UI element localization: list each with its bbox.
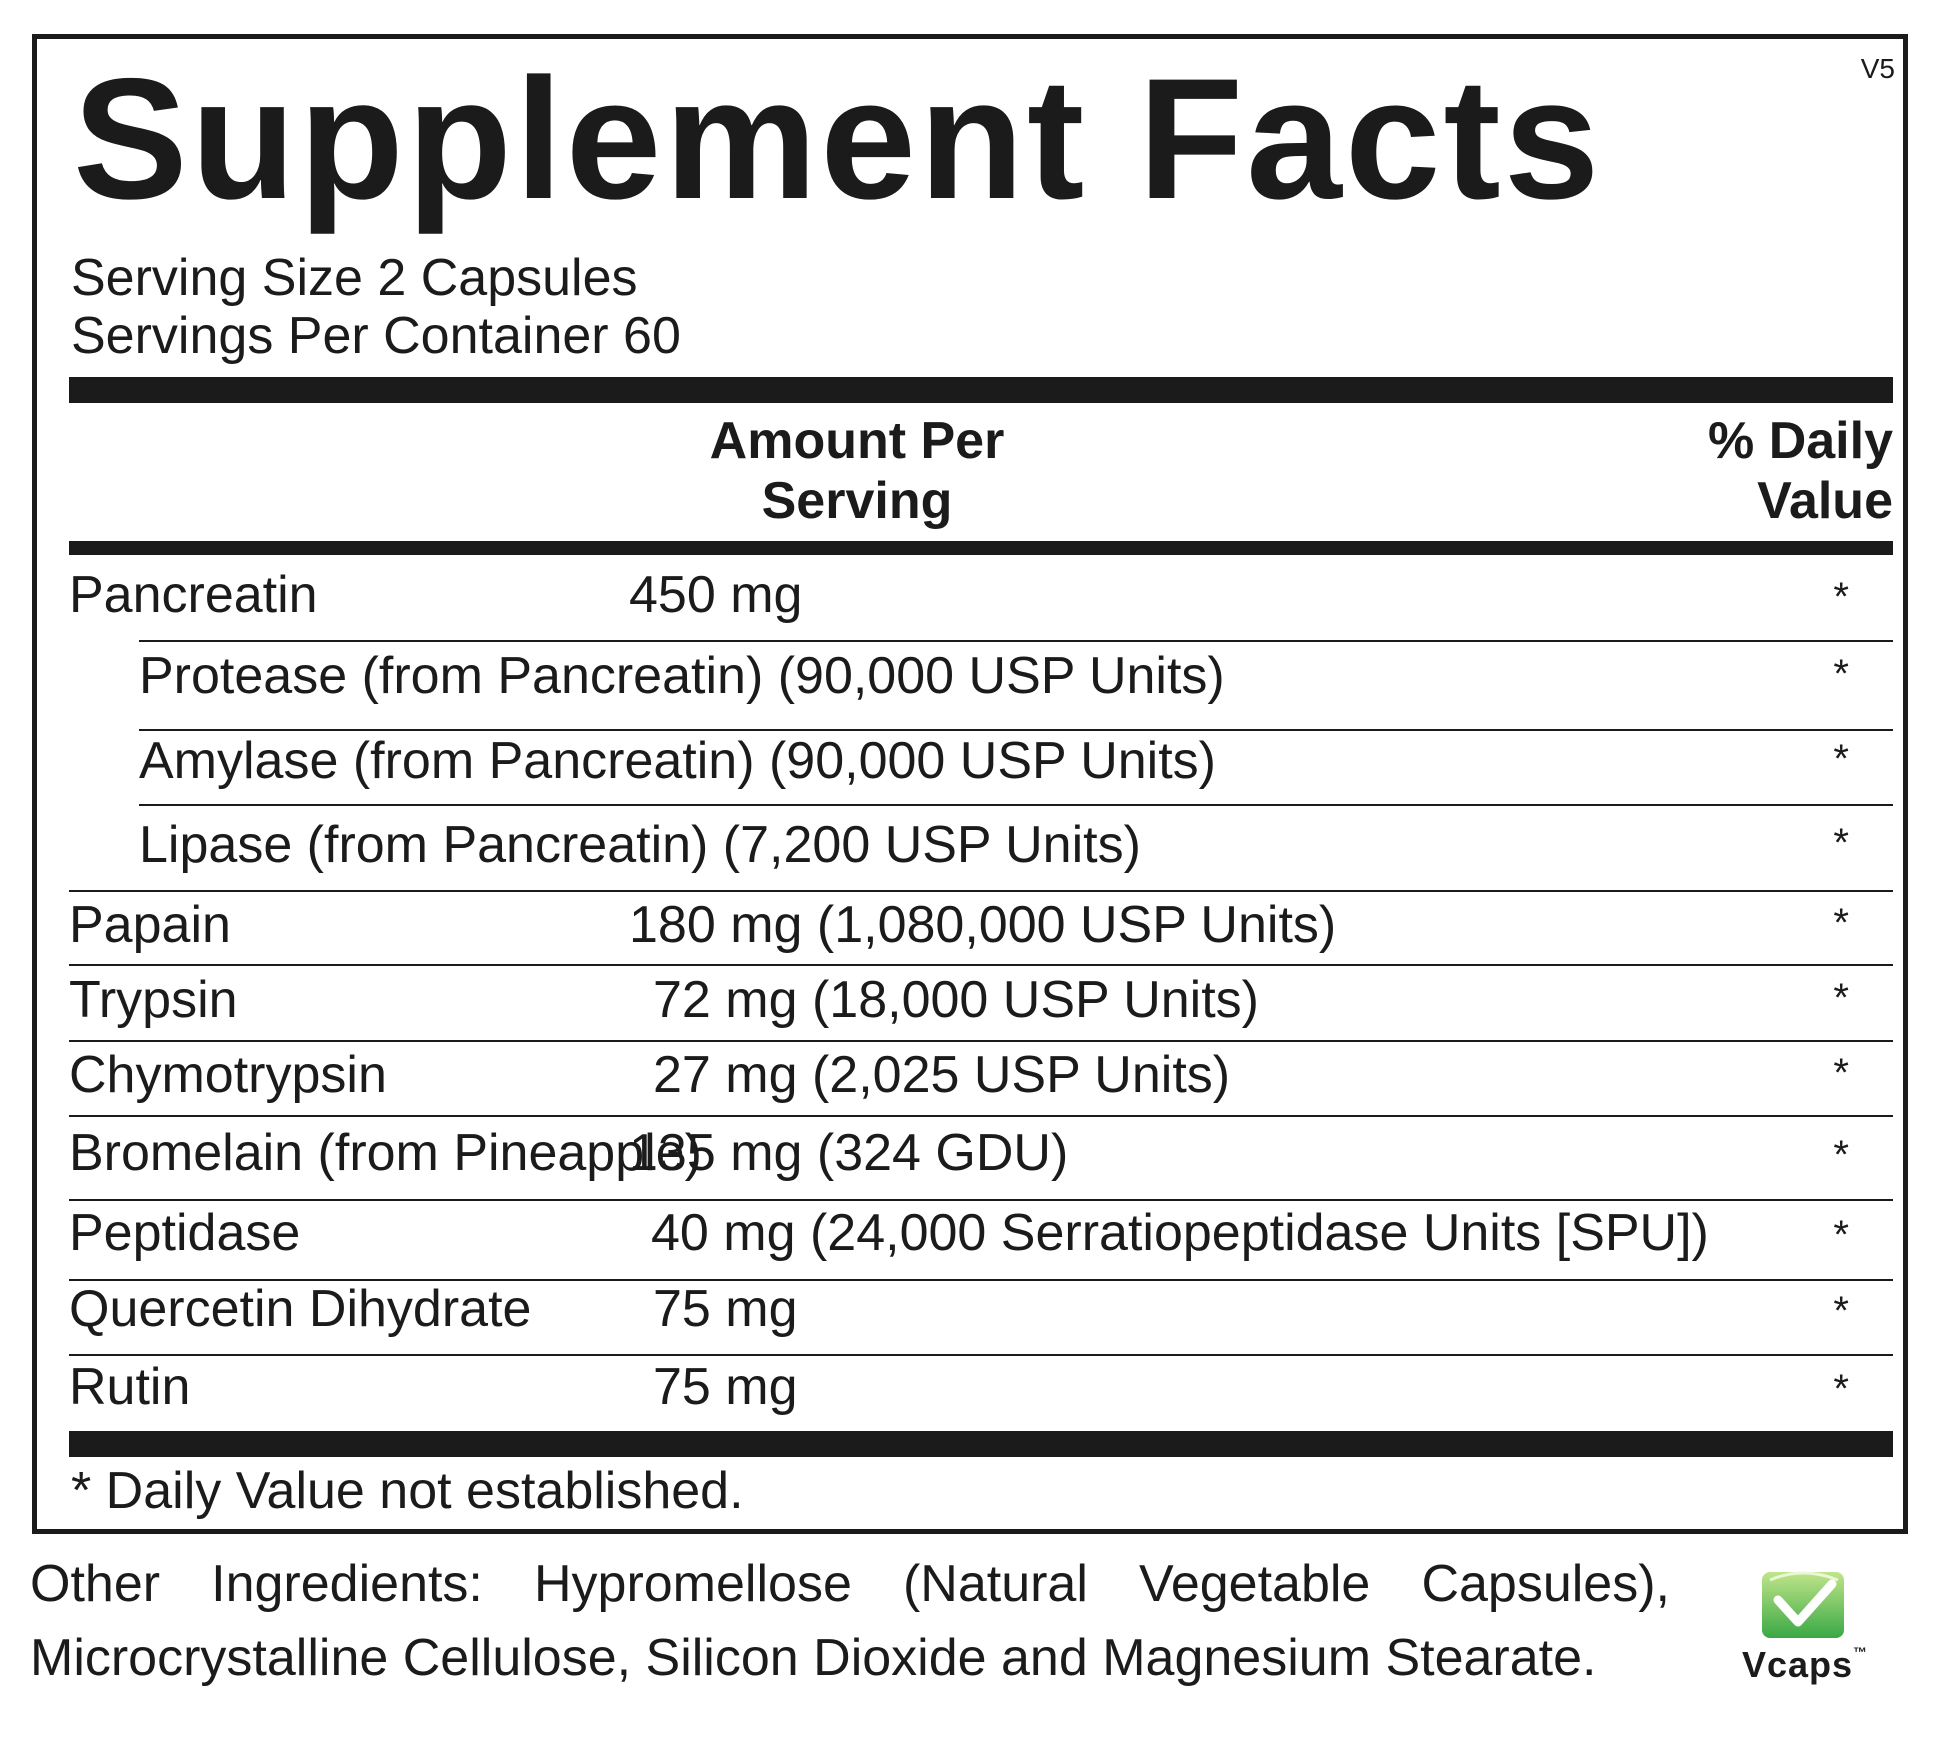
amount-per-serving-header: Amount Per Serving (709, 412, 1005, 530)
ingredient-amount: 40 mg (24,000 Serratiopeptidase Units [S… (651, 1204, 1709, 1262)
other-ingredients: Other Ingredients: Hypromellose (Natural… (30, 1555, 1670, 1687)
ingredient-amount: 180 mg (1,080,000 USP Units) (629, 896, 1337, 954)
daily-value-mark: * (1833, 1051, 1849, 1095)
daily-value-mark: * (1833, 1289, 1849, 1333)
row-divider (69, 964, 1893, 966)
row-divider (69, 1040, 1893, 1042)
ingredient-amount: 75 mg (653, 1280, 798, 1338)
ingredient-name: Papain (69, 896, 231, 954)
ingredient-name: Peptidase (69, 1204, 301, 1262)
ingredient-name: Trypsin (69, 971, 238, 1029)
row-divider (69, 890, 1893, 892)
thick-divider-top (69, 377, 1893, 403)
ingredient-name: Bromelain (from Pineapple) (69, 1124, 702, 1182)
ingredient-amount: 72 mg (18,000 USP Units) (653, 971, 1259, 1029)
daily-value-mark: * (1833, 575, 1849, 619)
daily-value-mark: * (1833, 1133, 1849, 1177)
daily-value-header: % Daily Value (1708, 412, 1893, 530)
ingredient-amount: 135 mg (324 GDU) (629, 1124, 1069, 1182)
daily-value-mark: * (1833, 901, 1849, 945)
vcaps-wordmark: Vcaps™ (1741, 1644, 1869, 1685)
ingredient-name: Chymotrypsin (69, 1046, 387, 1104)
daily-value-mark: * (1833, 737, 1849, 781)
row-divider (139, 640, 1893, 642)
daily-value-mark: * (1833, 1367, 1849, 1411)
daily-value-mark: * (1833, 1213, 1849, 1257)
row-divider (69, 1115, 1893, 1117)
servings-per-container: Servings Per Container 60 (71, 307, 681, 365)
version-code: V5 (1860, 53, 1895, 84)
ingredient-name: Protease (from Pancreatin) (90,000 USP U… (139, 647, 1225, 705)
row-divider (69, 1279, 1893, 1281)
ingredient-name: Lipase (from Pancreatin) (7,200 USP Unit… (139, 816, 1141, 874)
daily-value-footnote: * Daily Value not established. (71, 1462, 744, 1520)
supplement-facts-panel: Supplement Facts V5 Serving Size 2 Capsu… (32, 34, 1908, 1534)
row-divider (69, 1354, 1893, 1356)
ingredient-name: Quercetin Dihydrate (69, 1280, 532, 1338)
panel-title: Supplement Facts (73, 43, 1603, 235)
vcaps-logo: Vcaps™ (1700, 1560, 1910, 1690)
ingredient-amount: 75 mg (653, 1358, 798, 1416)
vcaps-capsule-icon (1762, 1571, 1844, 1638)
daily-value-mark: * (1833, 652, 1849, 696)
ingredient-name: Amylase (from Pancreatin) (90,000 USP Un… (139, 732, 1216, 790)
thick-divider-bottom (69, 1431, 1893, 1457)
daily-value-mark: * (1833, 821, 1849, 865)
serving-size: Serving Size 2 Capsules (71, 249, 638, 307)
ingredient-amount: 27 mg (2,025 USP Units) (653, 1046, 1231, 1104)
ingredient-name: Pancreatin (69, 566, 318, 624)
daily-value-mark: * (1833, 976, 1849, 1020)
ingredient-name: Rutin (69, 1358, 191, 1416)
ingredient-amount: 450 mg (629, 566, 803, 624)
row-divider (69, 1199, 1893, 1201)
row-divider (139, 804, 1893, 806)
medium-divider (69, 541, 1893, 555)
row-divider (139, 729, 1893, 731)
